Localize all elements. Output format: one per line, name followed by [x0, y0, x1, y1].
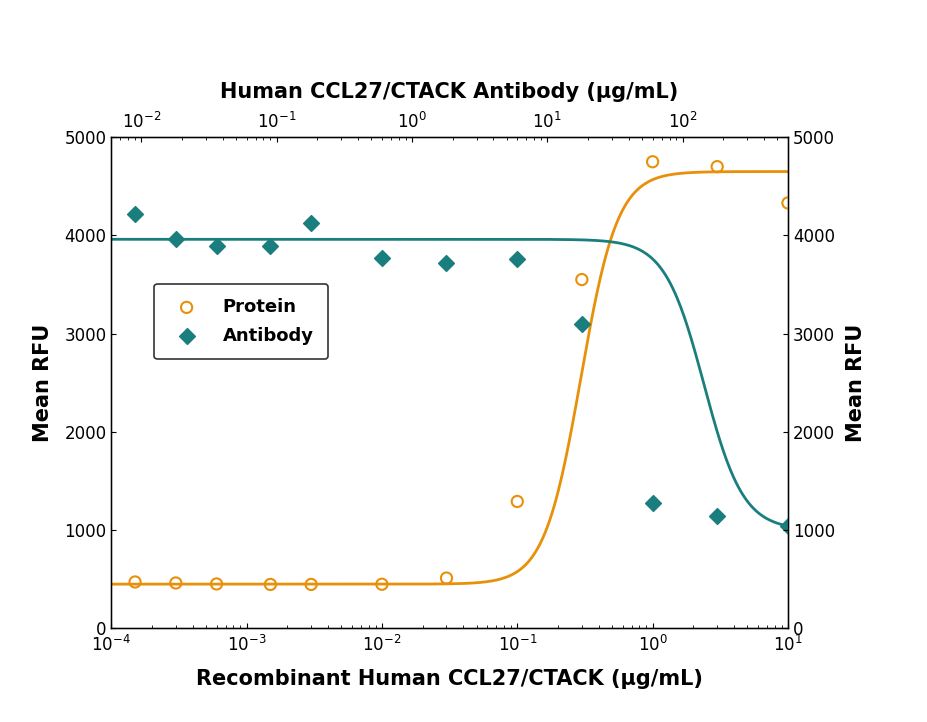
- Protein: [375, 578, 389, 590]
- Antibody: [710, 510, 725, 522]
- Protein: [263, 578, 278, 590]
- Protein: [645, 156, 660, 168]
- Antibody: [263, 240, 278, 252]
- Antibody: [169, 233, 184, 245]
- Antibody: [304, 217, 319, 228]
- Antibody: [128, 208, 143, 219]
- Antibody: [510, 253, 525, 265]
- Antibody: [375, 252, 389, 264]
- X-axis label: Recombinant Human CCL27/CTACK (μg/mL): Recombinant Human CCL27/CTACK (μg/mL): [197, 669, 703, 689]
- Y-axis label: Mean RFU: Mean RFU: [33, 323, 53, 442]
- Y-axis label: Mean RFU: Mean RFU: [846, 323, 866, 442]
- Protein: [169, 577, 184, 588]
- Protein: [210, 578, 224, 590]
- Antibody: [210, 240, 224, 252]
- Antibody: [439, 257, 454, 269]
- Legend: Protein, Antibody: Protein, Antibody: [154, 284, 328, 360]
- Protein: [510, 496, 525, 508]
- Protein: [128, 576, 143, 588]
- Protein: [304, 578, 319, 590]
- Protein: [575, 274, 590, 285]
- Protein: [439, 573, 454, 584]
- Antibody: [575, 318, 590, 329]
- Antibody: [781, 521, 795, 532]
- Protein: [710, 161, 725, 173]
- Protein: [781, 197, 795, 209]
- X-axis label: Human CCL27/CTACK Antibody (μg/mL): Human CCL27/CTACK Antibody (μg/mL): [221, 82, 679, 103]
- Antibody: [645, 497, 660, 509]
